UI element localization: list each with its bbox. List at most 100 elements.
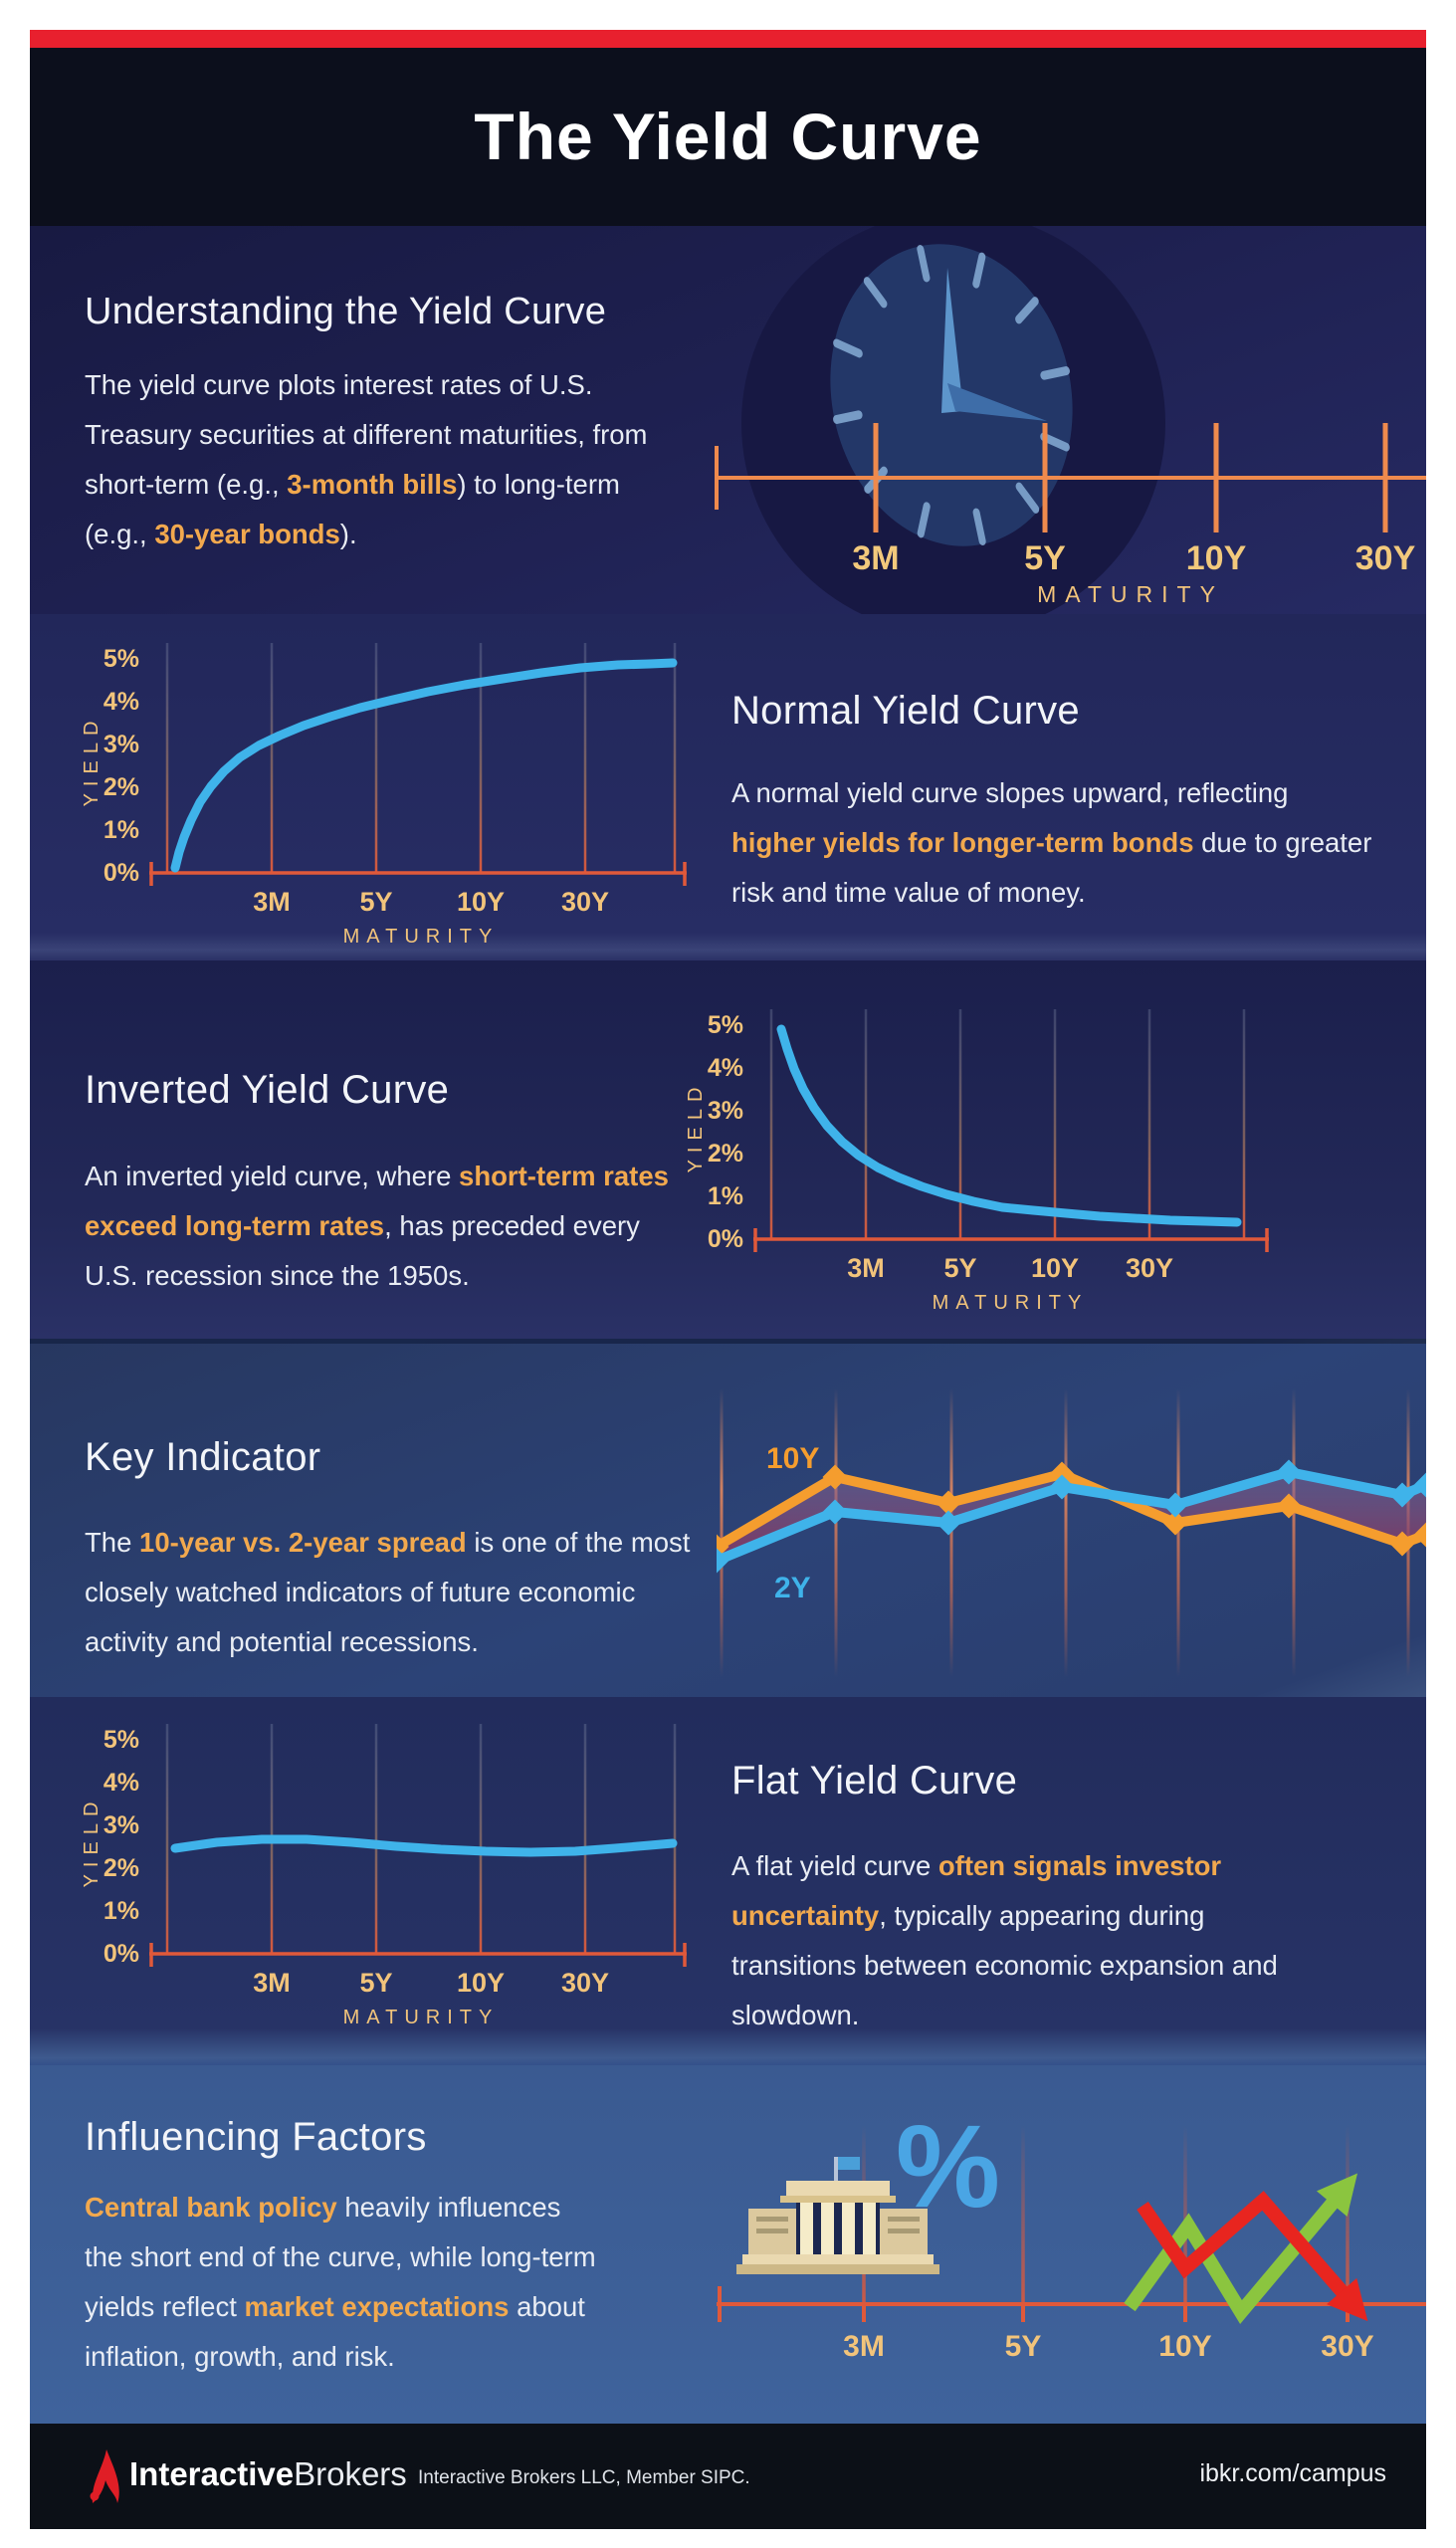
page-title: The Yield Curve: [474, 100, 982, 173]
footer: InteractiveBrokers Interactive Brokers L…: [30, 2424, 1426, 2529]
section-body: The yield curve plots interest rates of …: [85, 369, 648, 549]
section-body: A flat yield curve often signals investo…: [731, 1850, 1278, 2030]
x-axis-title: MATURITY: [343, 926, 500, 948]
gridlines: [720, 1388, 1410, 1677]
y-tick: 4%: [104, 1769, 139, 1797]
y-tick: 2%: [708, 1140, 743, 1168]
y-tick: 5%: [104, 1726, 139, 1754]
green-up-arrow: [1124, 2173, 1357, 2324]
section-heading: Flat Yield Curve: [731, 1759, 1018, 1803]
yield-curve-line: [776, 1024, 1242, 1227]
y-tick: 1%: [104, 816, 139, 844]
x-tick: 3M: [253, 1968, 291, 1998]
hour-hand: [947, 383, 1047, 421]
section-flat: 5% 4% 3% 2% 1% 0% YIELD 3M 5Y 10Y 30Y MA…: [30, 1697, 1426, 2065]
y-axis-title: YIELD: [81, 1796, 103, 1888]
y-tick: 2%: [104, 1854, 139, 1882]
y-tick: 0%: [104, 859, 139, 887]
y-tick: 3%: [708, 1097, 743, 1125]
x-tick: 5Y: [359, 1968, 392, 1998]
x-tick: 10Y: [1158, 2330, 1211, 2363]
y-tick: 5%: [708, 1011, 743, 1039]
yield-curve-line: [170, 658, 678, 873]
yield-curve-line: [170, 1834, 678, 1857]
y-tick: 4%: [104, 688, 139, 716]
series-2y-line: [717, 1459, 1426, 1574]
x-axis-title: MATURITY: [933, 1292, 1089, 1314]
section-heading: Normal Yield Curve: [731, 689, 1080, 733]
section-body: A normal yield curve slopes upward, refl…: [731, 777, 1372, 908]
percent-icon: %: [896, 2101, 1000, 2232]
x-tick: 30Y: [561, 887, 609, 917]
content-frame: The Yield Curve: [30, 30, 1426, 2529]
series-10y-label: 10Y: [766, 1442, 819, 1475]
brand-light: Brokers: [294, 2455, 407, 2492]
section-body: The 10-year vs. 2-year spread is one of …: [85, 1527, 691, 1657]
gridlines: [769, 1009, 1246, 1239]
x-tick: 10Y: [1031, 1253, 1079, 1283]
interactive-brokers-logo-icon: [90, 2449, 119, 2503]
x-tick: 3M: [843, 2330, 885, 2363]
x-tick: 30Y: [561, 1968, 609, 1998]
brand-bold: Interactive: [129, 2455, 295, 2492]
x-axis-title: MATURITY: [343, 2007, 500, 2028]
x-tick: 3M: [253, 887, 291, 917]
timeline-tick-30y: 30Y: [1355, 539, 1416, 577]
section-normal: 5% 4% 3% 2% 1% 0% YIELD 3M 5Y 10Y 30Y MA…: [30, 614, 1426, 960]
x-tick: 5Y: [1005, 2330, 1042, 2363]
y-axis-title: YIELD: [81, 715, 103, 807]
x-tick: 5Y: [943, 1253, 976, 1283]
section-key-indicator: Key Indicator The 10-year vs. 2-year spr…: [30, 1339, 1426, 1702]
timeline-axis-title: MATURITY: [1037, 581, 1224, 607]
top-red-stripe: [30, 30, 1426, 48]
y-tick: 5%: [104, 645, 139, 673]
x-tick: 5Y: [359, 887, 392, 917]
timeline-axis: [715, 423, 1426, 532]
x-tick: 10Y: [457, 887, 505, 917]
footer-disclaimer: Interactive Brokers LLC, Member SIPC.: [418, 2467, 750, 2488]
spread-10y-2y-chart: 10Y 2Y: [717, 1388, 1426, 1677]
y-tick: 1%: [708, 1182, 743, 1210]
normal-yield-curve-chart: 5% 4% 3% 2% 1% 0% YIELD 3M 5Y 10Y 30Y MA…: [81, 643, 687, 948]
timeline-tick-3m: 3M: [852, 539, 899, 577]
x-tick: 30Y: [1321, 2330, 1373, 2363]
section-inverted: Inverted Yield Curve An inverted yield c…: [30, 960, 1426, 1339]
section-heading: Understanding the Yield Curve: [85, 291, 607, 332]
minute-hand: [941, 268, 963, 413]
footer-url: ibkr.com/campus: [1199, 2459, 1386, 2487]
clock-icon: [830, 244, 1073, 546]
section-heading: Influencing Factors: [85, 2115, 427, 2159]
timeline-axis: [717, 2286, 1426, 2322]
series-2y-label: 2Y: [774, 1572, 811, 1604]
red-down-arrow: [1137, 2191, 1368, 2322]
y-tick: 2%: [104, 773, 139, 801]
section-heading: Inverted Yield Curve: [85, 1068, 450, 1112]
x-tick: 3M: [847, 1253, 885, 1283]
x-axis: [149, 1943, 687, 1967]
y-axis-title: YIELD: [685, 1081, 707, 1173]
section-body: Central bank policy heavily influences th…: [85, 2192, 596, 2372]
section-understanding: 3M 5Y 10Y 30Y MATURITY Understanding the…: [30, 226, 1426, 614]
factors-timeline-graphic: % 3M 5Y 10Y 30Y: [717, 2101, 1426, 2363]
header: The Yield Curve: [30, 48, 1426, 226]
y-tick: 1%: [104, 1897, 139, 1925]
y-tick: 4%: [708, 1054, 743, 1082]
inverted-yield-curve-chart: 5% 4% 3% 2% 1% 0% YIELD 3M 5Y 10Y 30Y MA…: [685, 1009, 1269, 1314]
brand-wordmark: InteractiveBrokers: [129, 2455, 407, 2493]
section-factors: Influencing Factors Central bank policy …: [30, 2065, 1426, 2424]
x-tick: 30Y: [1126, 1253, 1173, 1283]
bank-icon: [736, 2157, 939, 2274]
timeline-tick-5y: 5Y: [1024, 539, 1066, 577]
y-tick: 0%: [708, 1225, 743, 1253]
section-heading: Key Indicator: [85, 1435, 321, 1479]
x-axis: [753, 1228, 1269, 1252]
x-tick: 10Y: [457, 1968, 505, 1998]
timeline-tick-10y: 10Y: [1186, 539, 1247, 577]
maturity-timeline-graphic: 3M 5Y 10Y 30Y MATURITY: [715, 226, 1426, 614]
section-body: An inverted yield curve, where short-ter…: [85, 1161, 669, 1291]
flat-yield-curve-chart: 5% 4% 3% 2% 1% 0% YIELD 3M 5Y 10Y 30Y MA…: [81, 1724, 687, 2028]
y-tick: 3%: [104, 731, 139, 758]
y-tick: 3%: [104, 1811, 139, 1839]
y-tick: 0%: [104, 1940, 139, 1968]
